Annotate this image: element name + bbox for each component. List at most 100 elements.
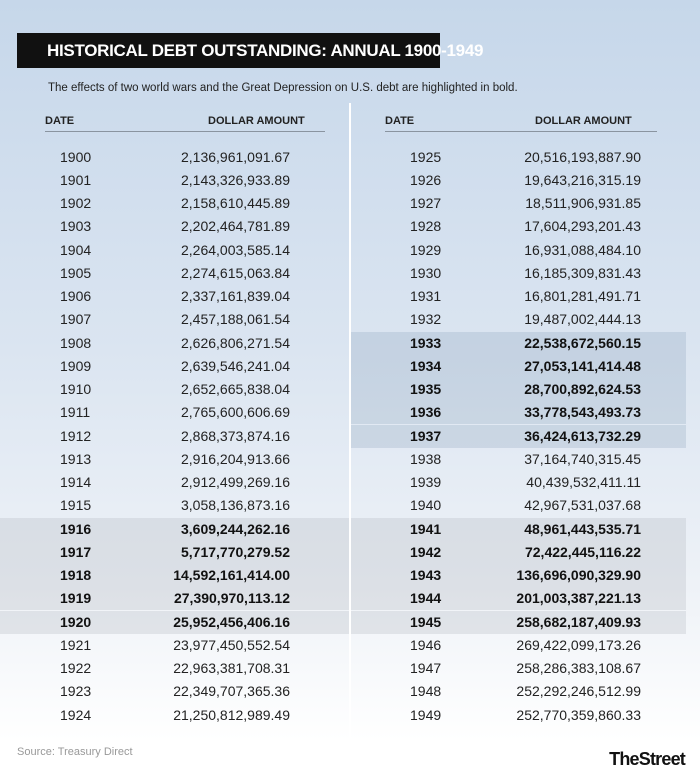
column-header: DATE bbox=[385, 115, 415, 127]
amount-cell: 2,912,499,269.16 bbox=[181, 474, 290, 490]
amount-cell: 33,778,543,493.73 bbox=[524, 404, 641, 421]
date-cell: 1911 bbox=[60, 404, 91, 421]
highlight-band bbox=[0, 540, 349, 564]
amount-cell: 2,868,373,874.16 bbox=[181, 427, 290, 444]
date-cell: 1945 bbox=[410, 613, 442, 630]
date-cell: 1912 bbox=[60, 427, 92, 444]
date-cell: 1927 bbox=[410, 195, 442, 211]
amount-cell: 201,003,387,221.13 bbox=[516, 590, 641, 607]
title: HISTORICAL DEBT OUTSTANDING: ANNUAL 1900… bbox=[17, 33, 483, 68]
amount-cell: 2,143,326,933.89 bbox=[181, 171, 290, 188]
amount-cell: 48,961,443,535.71 bbox=[524, 520, 641, 537]
column-header: DOLLAR AMOUNT bbox=[208, 115, 305, 127]
amount-cell: 36,424,613,732.29 bbox=[524, 427, 641, 444]
amount-cell: 2,652,665,838.04 bbox=[181, 381, 290, 397]
date-cell: 1929 bbox=[410, 241, 442, 258]
highlight-band bbox=[351, 378, 686, 402]
date-cell: 1921 bbox=[60, 636, 92, 653]
date-cell: 1948 bbox=[410, 683, 442, 700]
header-rule bbox=[45, 131, 325, 132]
date-cell: 1914 bbox=[60, 474, 92, 490]
column-header: DATE bbox=[45, 115, 75, 127]
amount-cell: 27,053,141,414.48 bbox=[524, 357, 641, 374]
amount-cell: 37,164,740,315.45 bbox=[524, 450, 641, 467]
highlight-band bbox=[351, 354, 686, 378]
amount-cell: 22,349,707,365.36 bbox=[173, 683, 290, 700]
date-cell: 1936 bbox=[410, 404, 442, 421]
highlight-band bbox=[0, 517, 349, 541]
date-cell: 1931 bbox=[410, 288, 442, 304]
amount-cell: 2,136,961,091.67 bbox=[181, 148, 290, 165]
date-cell: 1917 bbox=[60, 543, 92, 560]
date-cell: 1908 bbox=[60, 334, 92, 351]
highlight-band bbox=[351, 610, 686, 634]
amount-cell: 269,422,099,173.26 bbox=[516, 636, 641, 653]
highlight-band bbox=[0, 610, 349, 634]
date-cell: 1901 bbox=[60, 171, 92, 188]
amount-cell: 2,916,204,913.66 bbox=[181, 450, 290, 467]
amount-cell: 25,952,456,406.16 bbox=[173, 613, 290, 630]
date-cell: 1923 bbox=[60, 683, 92, 700]
highlight-band bbox=[351, 401, 686, 425]
date-cell: 1900 bbox=[60, 148, 92, 165]
amount-cell: 42,967,531,037.68 bbox=[524, 497, 641, 514]
amount-cell: 2,457,188,061.54 bbox=[181, 311, 290, 328]
amount-cell: 21,250,812,989.49 bbox=[173, 706, 290, 723]
date-cell: 1915 bbox=[60, 497, 92, 514]
amount-cell: 252,292,246,512.99 bbox=[516, 683, 641, 700]
amount-cell: 136,696,090,329.90 bbox=[516, 567, 641, 583]
subtitle: The effects of two world wars and the Gr… bbox=[48, 82, 518, 94]
date-cell: 1939 bbox=[410, 474, 442, 490]
divider bbox=[349, 103, 351, 738]
date-cell: 1934 bbox=[410, 357, 442, 374]
highlight-band bbox=[0, 564, 349, 588]
date-cell: 1949 bbox=[410, 706, 442, 723]
highlight-band bbox=[351, 424, 686, 448]
date-cell: 1935 bbox=[410, 381, 442, 397]
highlight-band bbox=[351, 564, 686, 588]
amount-cell: 22,963,381,708.31 bbox=[173, 660, 290, 676]
date-cell: 1928 bbox=[410, 218, 442, 235]
amount-cell: 2,337,161,839.04 bbox=[181, 288, 290, 304]
amount-cell: 2,264,003,585.14 bbox=[181, 241, 290, 258]
date-cell: 1910 bbox=[60, 381, 92, 397]
date-cell: 1919 bbox=[60, 590, 92, 607]
header-rule bbox=[385, 131, 657, 132]
amount-cell: 17,604,293,201.43 bbox=[524, 218, 641, 235]
amount-cell: 252,770,359,860.33 bbox=[516, 706, 641, 723]
date-cell: 1944 bbox=[410, 590, 442, 607]
date-cell: 1926 bbox=[410, 171, 442, 188]
amount-cell: 2,626,806,271.54 bbox=[181, 334, 290, 351]
amount-cell: 3,609,244,262.16 bbox=[181, 520, 290, 537]
date-cell: 1932 bbox=[410, 311, 442, 328]
amount-cell: 16,801,281,491.71 bbox=[524, 288, 641, 304]
amount-cell: 22,538,672,560.15 bbox=[524, 334, 641, 351]
amount-cell: 72,422,445,116.22 bbox=[524, 543, 641, 560]
highlight-band bbox=[351, 517, 686, 541]
column-header: DOLLAR AMOUNT bbox=[535, 115, 632, 127]
amount-cell: 19,643,216,315.19 bbox=[524, 171, 641, 188]
amount-cell: 18,511,906,931.85 bbox=[525, 195, 641, 211]
amount-cell: 2,202,464,781.89 bbox=[181, 218, 290, 235]
amount-cell: 2,639,546,241.04 bbox=[181, 357, 290, 374]
amount-cell: 258,286,383,108.67 bbox=[516, 660, 641, 676]
amount-cell: 3,058,136,873.16 bbox=[181, 497, 290, 514]
date-cell: 1925 bbox=[410, 148, 442, 165]
date-cell: 1902 bbox=[60, 195, 92, 211]
highlight-band bbox=[351, 540, 686, 564]
brand: TheStreet bbox=[609, 749, 686, 769]
amount-cell: 2,274,615,063.84 bbox=[181, 264, 290, 281]
date-cell: 1909 bbox=[60, 357, 92, 374]
date-cell: 1938 bbox=[410, 450, 442, 467]
amount-cell: 16,931,088,484.10 bbox=[524, 241, 641, 258]
amount-cell: 28,700,892,624.53 bbox=[524, 381, 641, 397]
date-cell: 1943 bbox=[410, 567, 442, 583]
date-cell: 1947 bbox=[410, 660, 442, 676]
source: Source: Treasury Direct bbox=[17, 746, 133, 758]
date-cell: 1933 bbox=[410, 334, 442, 351]
amount-cell: 2,765,600,606.69 bbox=[181, 404, 290, 421]
date-cell: 1913 bbox=[60, 450, 92, 467]
amount-cell: 23,977,450,552.54 bbox=[173, 636, 290, 653]
date-cell: 1903 bbox=[60, 218, 92, 235]
